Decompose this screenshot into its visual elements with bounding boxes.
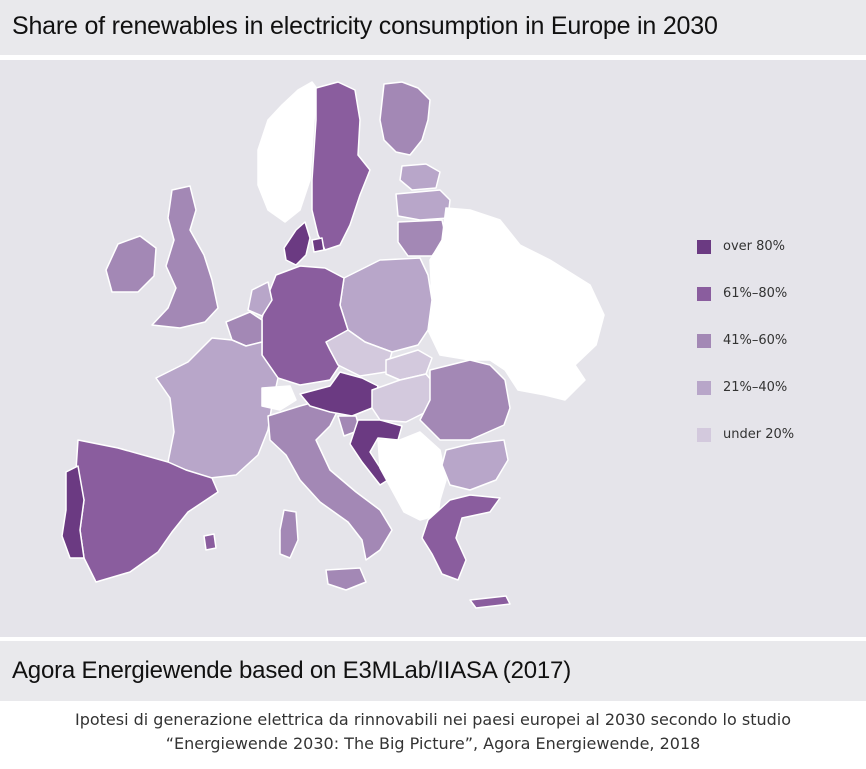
source-text: Agora Energiewende based on E3MLab/IIASA…	[12, 657, 571, 684]
europe-map	[61, 81, 605, 609]
region-greece	[421, 494, 501, 581]
region-sardinia	[279, 509, 299, 559]
legend-label: 61%–80%	[723, 286, 788, 301]
caption-line-1: Ipotesi di generazione elettrica da rinn…	[74, 710, 792, 729]
legend-item-41-60: 41%–60%	[697, 332, 837, 352]
legend-swatch	[697, 334, 711, 348]
region-crete	[469, 595, 511, 609]
legend-item-61-80: 61%–80%	[697, 285, 837, 305]
region-netherlands	[247, 281, 273, 317]
legend-label: 21%–40%	[723, 380, 788, 395]
legend-label: under 20%	[723, 427, 795, 442]
region-ireland	[105, 235, 157, 293]
region-balkans-non-eu	[377, 431, 447, 521]
region-sicily	[325, 567, 367, 591]
region-corsica	[203, 533, 217, 551]
caption: Ipotesi di generazione elettrica da rinn…	[0, 708, 866, 756]
legend-swatch	[697, 381, 711, 395]
region-denmark-islands	[311, 237, 325, 253]
caption-line-2: “Energiewende 2030: The Big Picture”, Ag…	[165, 734, 701, 753]
region-portugal	[61, 465, 85, 559]
region-estonia	[399, 163, 441, 191]
region-germany	[261, 265, 349, 386]
region-latvia	[395, 189, 451, 221]
region-france	[155, 337, 279, 479]
region-romania	[419, 359, 511, 441]
region-switzerland	[261, 385, 297, 411]
map-panel: over 80% 61%–80% 41%–60% 21%–40% under 2…	[0, 60, 866, 637]
region-sweden	[311, 81, 371, 251]
region-croatia	[349, 419, 403, 486]
legend-swatch	[697, 240, 711, 254]
region-norway	[257, 81, 319, 223]
region-uk	[151, 185, 219, 329]
legend-label: 41%–60%	[723, 333, 788, 348]
region-bulgaria	[441, 439, 509, 491]
legend-swatch	[697, 428, 711, 442]
title-bar: Share of renewables in electricity consu…	[0, 0, 866, 59]
source-bar: Agora Energiewende based on E3MLab/IIASA…	[0, 641, 866, 701]
legend-label: over 80%	[723, 239, 786, 254]
region-finland	[379, 81, 431, 156]
legend-swatch	[697, 287, 711, 301]
legend-item-under-20: under 20%	[697, 426, 837, 446]
legend-item-21-40: 21%–40%	[697, 379, 837, 399]
map-title: Share of renewables in electricity consu…	[12, 12, 718, 40]
legend-item-over-80: over 80%	[697, 238, 837, 258]
region-denmark	[283, 221, 311, 266]
